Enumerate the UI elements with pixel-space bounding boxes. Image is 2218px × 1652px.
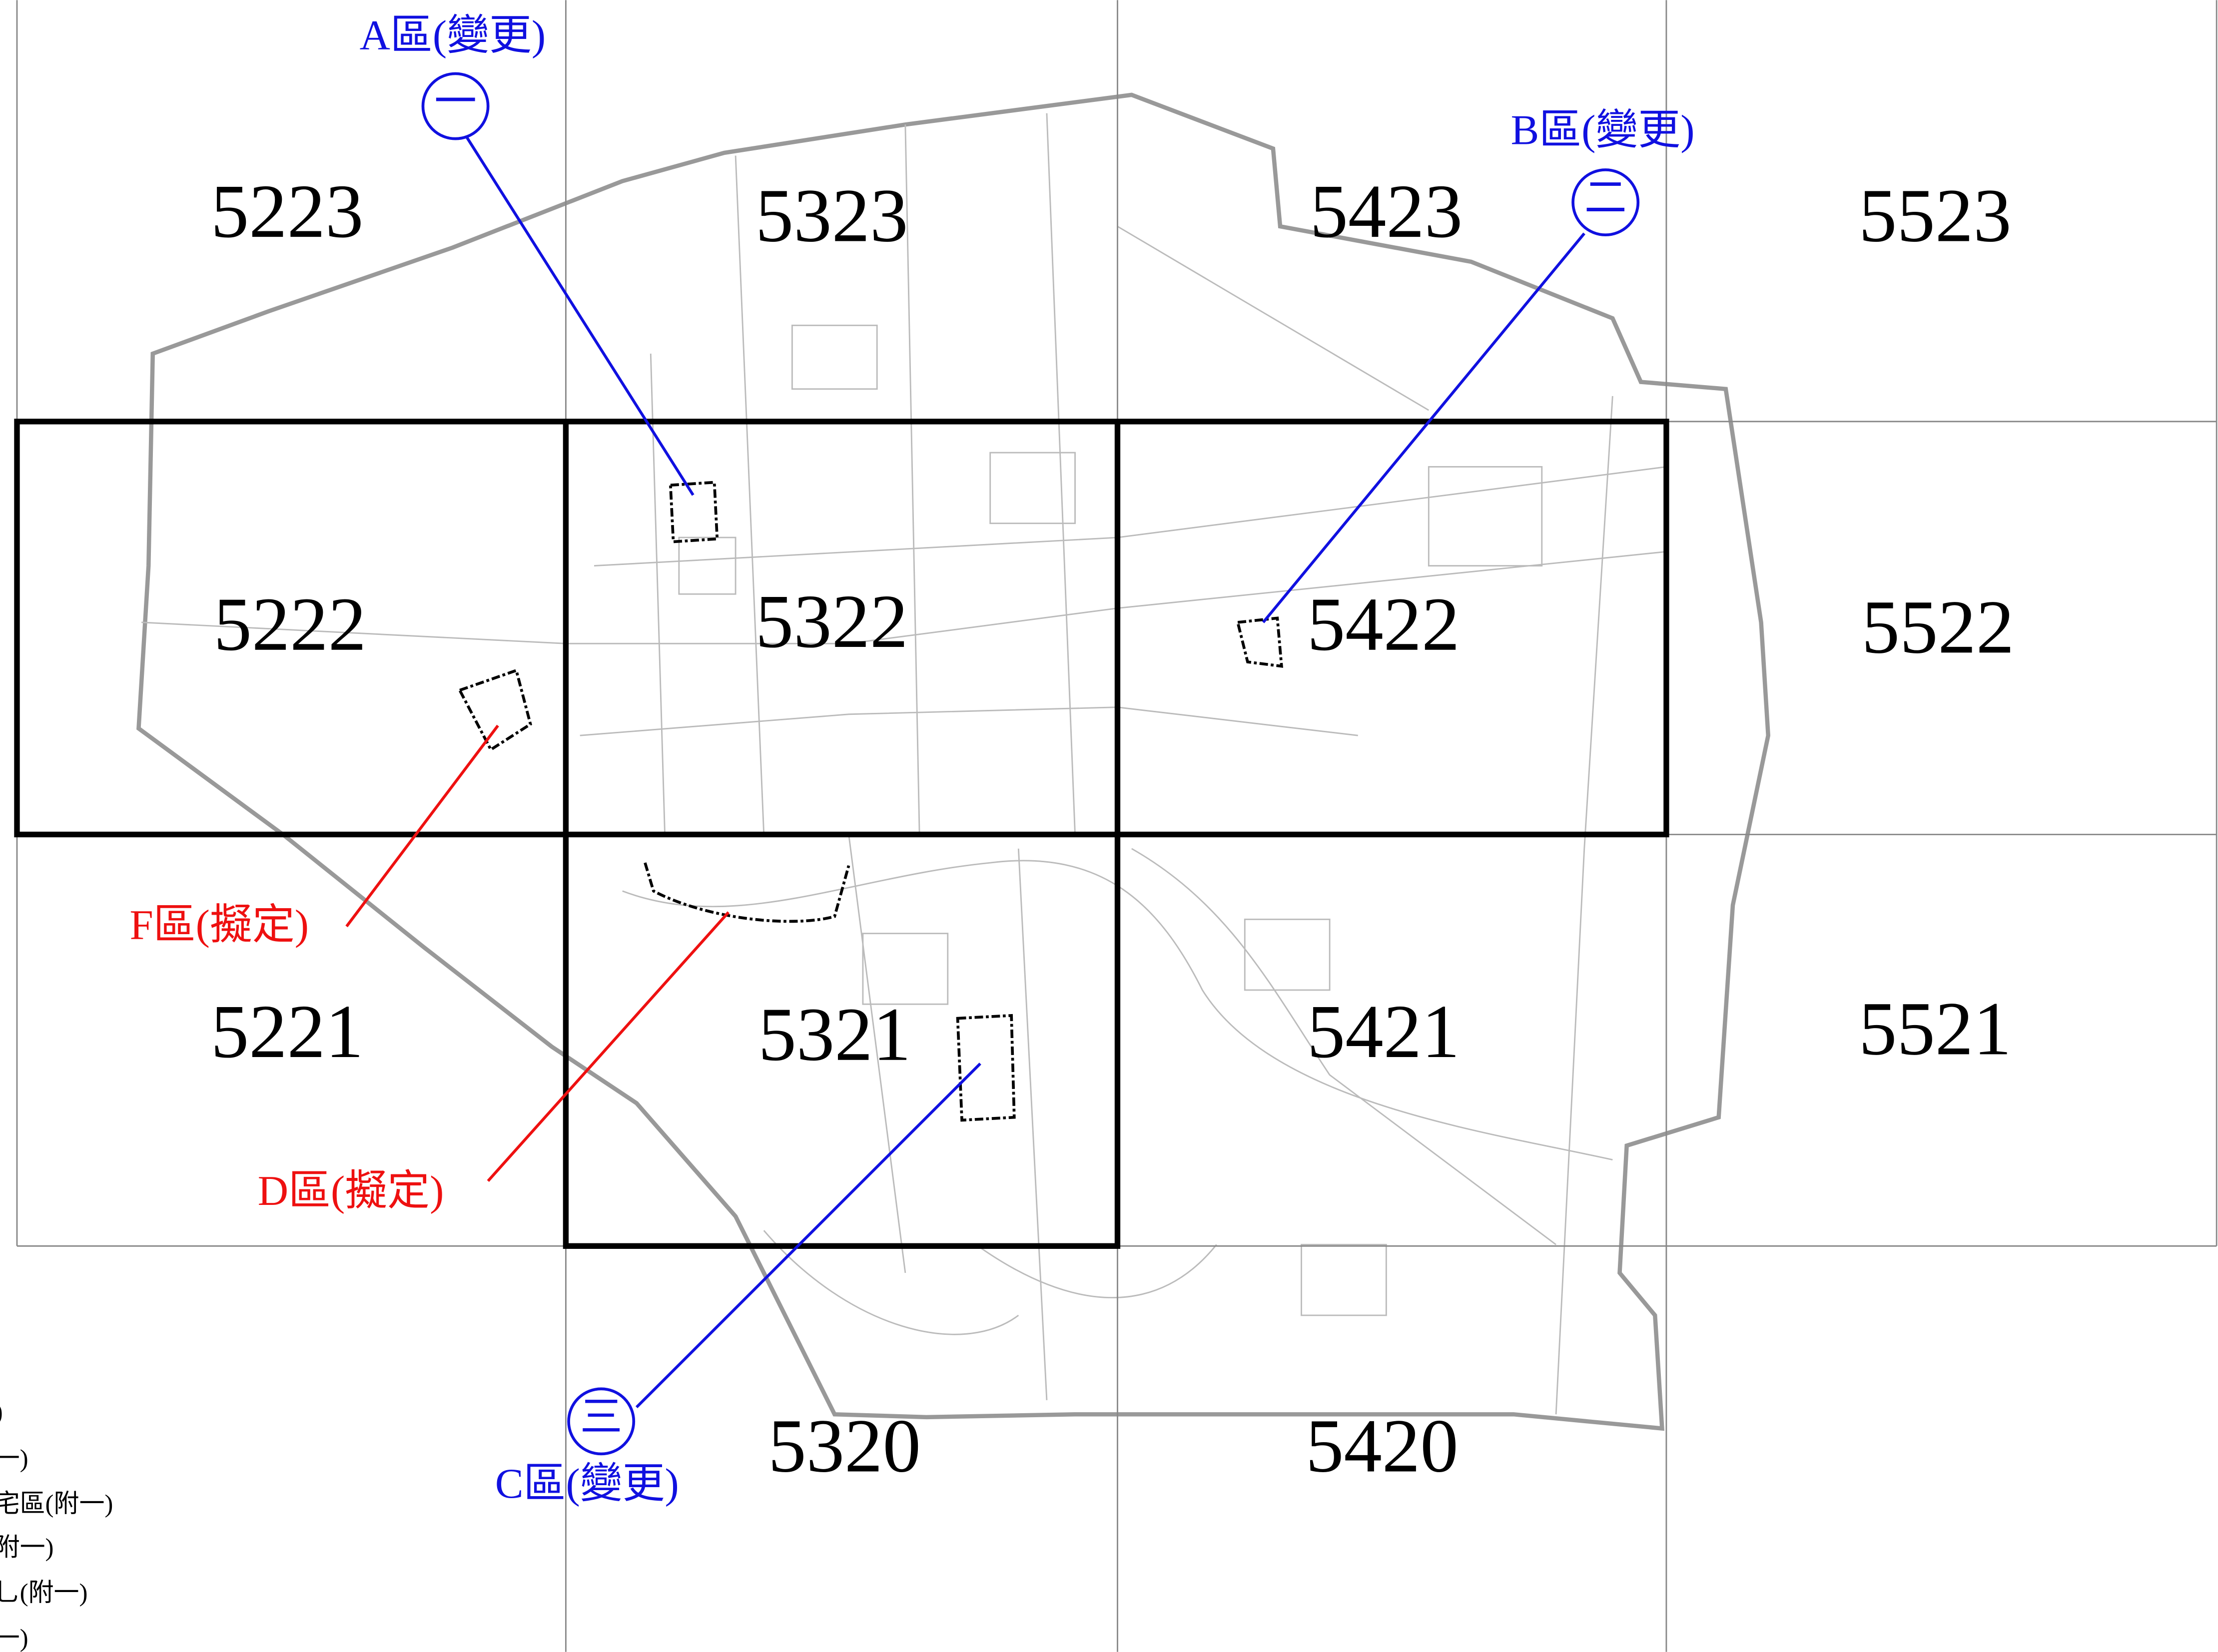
- sheet-label: 5422: [1307, 582, 1460, 667]
- leader-line: [467, 137, 693, 495]
- sheet-label: 5521: [1859, 987, 2012, 1071]
- sheet-label: 5523: [1859, 174, 2012, 258]
- zone-label: D區(擬定): [258, 1167, 444, 1214]
- base-map: [138, 95, 1768, 1429]
- leader-line: [1263, 233, 1584, 622]
- sheet-label: 5321: [758, 993, 911, 1077]
- zone-number: 三: [580, 1394, 623, 1441]
- zone-label: C區(變更): [495, 1460, 679, 1507]
- zone-label: F區(擬定): [130, 902, 309, 949]
- legend-item: 一): [0, 1625, 28, 1652]
- sheet-label: 5222: [213, 582, 366, 667]
- sheet-label: 5522: [1862, 585, 2015, 669]
- legend: ) 一) 宅區(附一) 附一) 乚(附一) 一): [0, 1398, 113, 1652]
- map: 5223 5323 5423 5523 5222 5322 5422 5522 …: [0, 0, 2218, 1652]
- sheet-labels: 5223 5323 5423 5523 5222 5322 5422 5522 …: [211, 169, 2014, 1488]
- leader-line: [637, 1064, 980, 1407]
- page: 5223 5323 5423 5523 5222 5322 5422 5522 …: [0, 0, 2218, 1652]
- leader-line: [347, 725, 498, 926]
- sheet-label: 5420: [1306, 1404, 1459, 1489]
- zone-number: 二: [1584, 175, 1627, 222]
- zone-label: A區(變更): [360, 12, 546, 59]
- sheet-label: 5223: [211, 169, 364, 254]
- sheet-label: 5320: [768, 1404, 921, 1489]
- legend-item: 一): [0, 1445, 28, 1473]
- sheet-label: 5421: [1307, 990, 1460, 1074]
- legend-item: 宅區(附一): [0, 1490, 113, 1518]
- sheet-label: 5221: [211, 990, 364, 1074]
- leader-line: [488, 912, 729, 1181]
- legend-item: ): [0, 1398, 3, 1426]
- sheet-label: 5423: [1310, 169, 1463, 254]
- sheet-label: 5322: [755, 579, 908, 664]
- legend-item: 附一): [0, 1534, 54, 1562]
- zone-number: 一: [434, 78, 477, 125]
- zone-label: B區(變更): [1511, 107, 1695, 154]
- sheet-label: 5323: [755, 174, 908, 258]
- legend-item: 乚(附一): [0, 1579, 87, 1607]
